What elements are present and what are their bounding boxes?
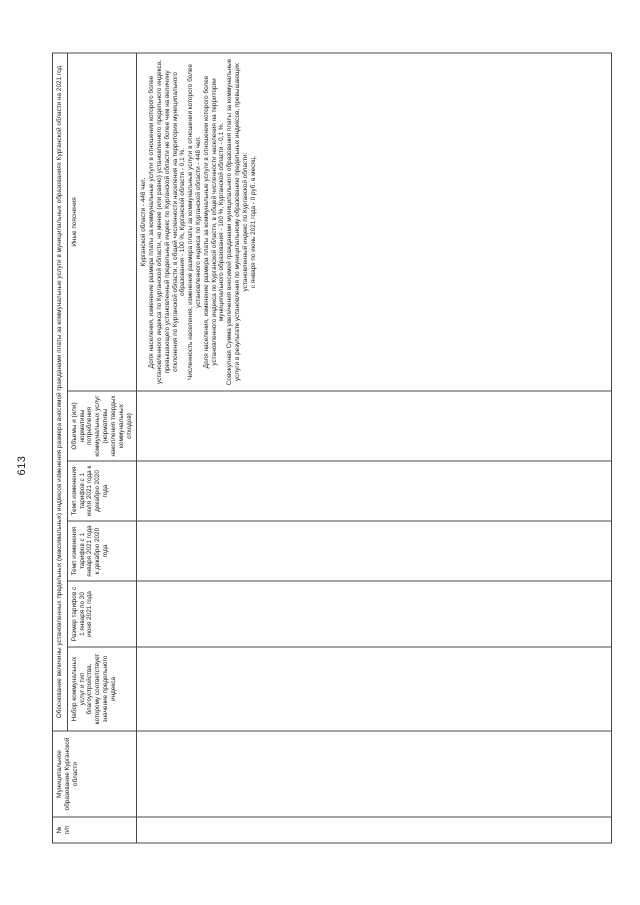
column-header-rate-january: Темп изменения тарифов с 1 января 2021 г…: [67, 520, 137, 581]
page-number: 613: [16, 455, 28, 475]
cell-rate-july: [136, 460, 612, 521]
header-row-columns: Набор коммунальных услуг и тип благоустр…: [67, 52, 137, 842]
header-municipality: Муниципальное образование Курганской обл…: [52, 730, 137, 817]
cell-tariff-size: [136, 580, 612, 647]
header-number: № п/п: [52, 816, 137, 843]
column-header-rate-july: Темп изменения тарифов с 1 июля 2021 год…: [67, 460, 137, 521]
header-row-top: № п/п Муниципальное образование Курганск…: [52, 52, 137, 843]
table-container: № п/п Муниципальное образование Курганск…: [52, 52, 612, 843]
table-head: № п/п Муниципальное образование Курганск…: [52, 52, 137, 843]
column-header-volumes: Объемы и (или) нормативы потребления ком…: [67, 390, 137, 461]
cell-number: [136, 816, 612, 843]
justification-table: № п/п Муниципальное образование Курганск…: [52, 52, 612, 843]
table-body: Курганской области - 448 чел. Доля насел…: [136, 52, 612, 843]
table-row: Курганской области - 448 чел. Доля насел…: [136, 52, 612, 843]
column-header-tariff-size: Размер тарифов с 1 января по 30 июня 202…: [67, 580, 137, 647]
column-header-set-of-services: Набор коммунальных услуг и тип благоустр…: [67, 646, 137, 731]
cell-municipality: [136, 730, 612, 817]
cell-other-notes: Курганской области - 448 чел. Доля насел…: [136, 52, 612, 391]
header-justification: Обоснование величины установленных преде…: [52, 52, 68, 731]
cell-set-of-services: [136, 646, 612, 731]
cell-rate-january: [136, 520, 612, 581]
cell-volumes: [136, 390, 612, 461]
column-header-other-notes: Иные пояснения: [67, 52, 137, 391]
